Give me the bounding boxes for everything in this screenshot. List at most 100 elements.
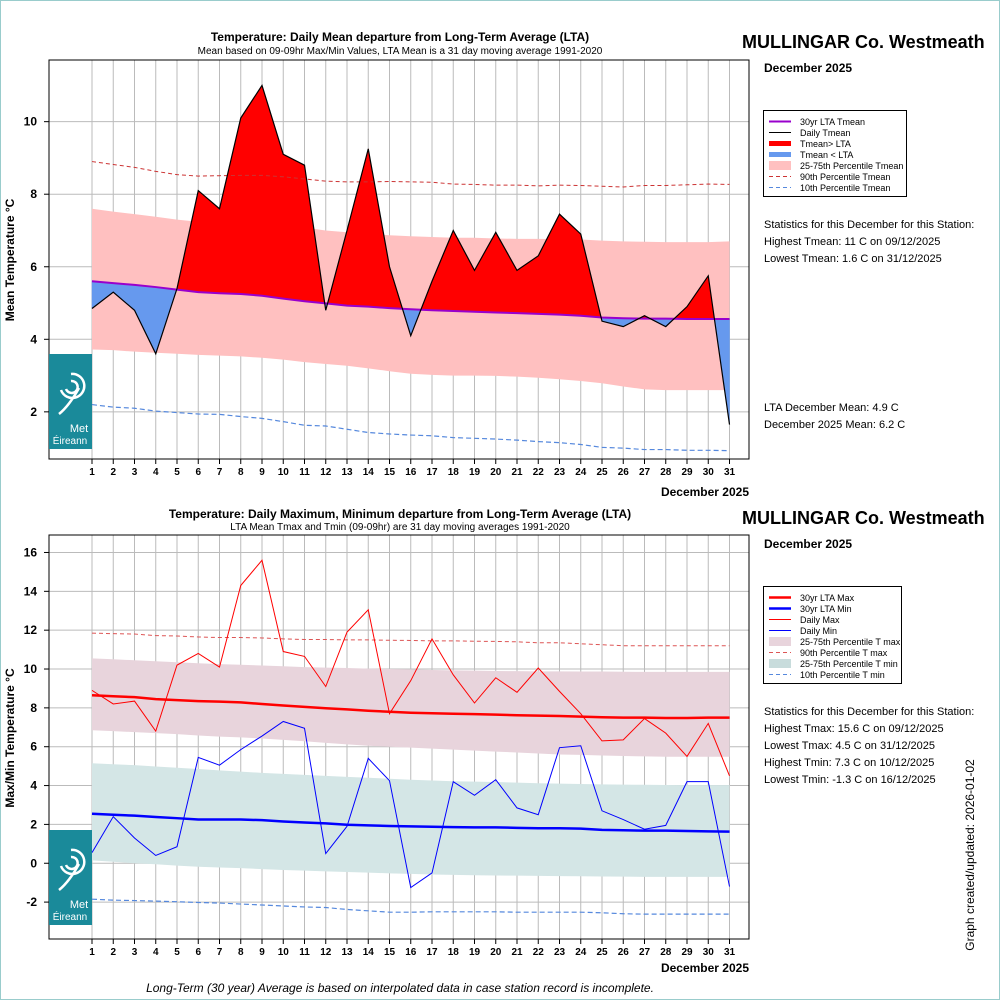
legend-swatch xyxy=(769,669,791,680)
stats-heading: Statistics for this December for this St… xyxy=(764,219,975,231)
x-tick-label: 12 xyxy=(320,467,332,478)
means-block: LTA December Mean: 4.9 C December 2025 M… xyxy=(764,400,905,434)
legend-swatch xyxy=(769,658,791,669)
legend-entry: 10th Percentile T min xyxy=(764,669,901,680)
x-tick-label: 5 xyxy=(174,947,180,958)
x-tick-label: 6 xyxy=(195,467,201,478)
x-tick-label: 4 xyxy=(153,947,159,958)
legend-swatch xyxy=(769,625,791,636)
stats-block: Statistics for this December for this St… xyxy=(764,704,974,789)
legend-entry: Tmean> LTA xyxy=(764,138,906,149)
series-10th-percentile-tmin xyxy=(91,898,730,915)
legend-label: 10th Percentile Tmean xyxy=(800,182,891,193)
plot-border xyxy=(48,534,750,940)
legend-swatch xyxy=(769,160,791,171)
x-tick-label: 1 xyxy=(89,467,95,478)
x-tick-label: 31 xyxy=(724,947,736,958)
y-axis-label: Mean Temperature °C xyxy=(3,198,17,321)
y-tick-label: 10 xyxy=(24,115,38,129)
legend-swatch xyxy=(769,592,791,603)
y-tick-label: 2 xyxy=(30,405,37,419)
series-daily-min xyxy=(91,720,730,889)
x-tick-label: 31 xyxy=(724,467,736,478)
x-tick-label: 18 xyxy=(448,947,460,958)
legend-entry: 30yr LTA Tmean xyxy=(764,116,906,127)
y-tick-label: 4 xyxy=(30,332,37,346)
y-tick-label: 6 xyxy=(30,740,37,754)
y-tick-label: 4 xyxy=(30,779,37,793)
x-tick-label: 2 xyxy=(110,467,116,478)
y-tick-label: 6 xyxy=(30,260,37,274)
x-tick-label: 7 xyxy=(217,947,223,958)
legend-label: Daily Min xyxy=(800,625,838,636)
legend-label: 25-75th Percentile T max xyxy=(800,636,901,647)
x-tick-label: 14 xyxy=(363,947,375,958)
percentile-band-tmin xyxy=(92,763,730,877)
legend-label: 30yr LTA Max xyxy=(800,592,855,603)
series-lta-min xyxy=(91,812,730,833)
series-90th-percentile xyxy=(91,161,730,188)
graph-updated-label: Graph created/updated: 2026-01-02 xyxy=(963,759,977,951)
legend-label: Tmean> LTA xyxy=(800,138,851,149)
logo-text-met: Met xyxy=(70,423,88,435)
series-lta-tmean xyxy=(91,280,730,320)
x-tick-label: 8 xyxy=(238,467,244,478)
x-tick-label: 20 xyxy=(490,467,502,478)
stat-lowest-tmin: Lowest Tmin: -1.3 C on 16/12/2025 xyxy=(764,774,936,786)
met-eireann-logo: Met Éireann xyxy=(49,830,92,925)
chart-subtitle: Mean based on 09-09hr Max/Min Values, LT… xyxy=(198,46,603,57)
x-tick-label: 30 xyxy=(703,467,715,478)
x-tick-label: 2 xyxy=(110,947,116,958)
x-tick-label: 17 xyxy=(426,467,438,478)
legend-entry: Daily Tmean xyxy=(764,127,906,138)
stat-highest-tmin: Highest Tmin: 7.3 C on 10/12/2025 xyxy=(764,757,935,769)
mean-temperature-chart: Temperature: Daily Mean departure from L… xyxy=(3,30,750,499)
y-tick-label: 0 xyxy=(30,856,37,870)
station-name: MULLINGAR Co. Westmeath xyxy=(742,508,985,528)
series-lta-max xyxy=(91,693,730,720)
legend-swatch xyxy=(769,149,791,160)
x-tick-label: 10 xyxy=(278,467,290,478)
y-tick-label: 10 xyxy=(24,662,38,676)
legend-entry: 30yr LTA Min xyxy=(764,603,901,614)
x-tick-label: 11 xyxy=(299,947,310,958)
x-tick-label: 28 xyxy=(660,467,672,478)
legend-entry: Daily Max xyxy=(764,614,901,625)
x-tick-label: 26 xyxy=(618,467,630,478)
legend-entry: 90th Percentile T max xyxy=(764,647,901,658)
y-tick-label: -2 xyxy=(26,895,37,909)
legend-swatch xyxy=(769,138,791,149)
legend-entry: Daily Min xyxy=(764,625,901,636)
chart-subtitle: LTA Mean Tmax and Tmin (09-09hr) are 31 … xyxy=(230,522,570,533)
x-tick-label: 25 xyxy=(596,467,608,478)
x-tick-label: 27 xyxy=(639,947,651,958)
stat-lowest-tmean: Lowest Tmean: 1.6 C on 31/12/2025 xyxy=(764,253,942,265)
x-tick-label: 26 xyxy=(618,947,630,958)
legend-label: 25-75th Percentile Tmean xyxy=(800,160,904,171)
legend-entry: Tmean < LTA xyxy=(764,149,906,160)
footnote: Long-Term (30 year) Average is based on … xyxy=(146,981,654,995)
x-tick-label: 23 xyxy=(554,467,566,478)
x-tick-label: 22 xyxy=(533,467,545,478)
legend-swatch xyxy=(769,116,791,127)
x-tick-label: 24 xyxy=(575,947,587,958)
stat-highest-tmean: Highest Tmean: 11 C on 09/12/2025 xyxy=(764,236,941,248)
legend-swatch xyxy=(769,603,791,614)
station-name: MULLINGAR Co. Westmeath xyxy=(742,32,985,52)
x-tick-label: 30 xyxy=(703,947,715,958)
stats-block: Statistics for this December for this St… xyxy=(764,217,974,268)
percentile-band-tmax xyxy=(92,658,730,757)
x-tick-label: 28 xyxy=(660,947,672,958)
y-tick-label: 8 xyxy=(30,187,37,201)
x-tick-label: 20 xyxy=(490,947,502,958)
lta-december-mean: LTA December Mean: 4.9 C xyxy=(764,402,899,414)
legend-swatch xyxy=(769,647,791,658)
month-label: December 2025 xyxy=(764,61,853,75)
legend-swatch xyxy=(769,182,791,193)
x-tick-label: 29 xyxy=(681,467,693,478)
december-2025-mean: December 2025 Mean: 6.2 C xyxy=(764,419,906,431)
x-tick-label: 16 xyxy=(405,947,417,958)
swirl-icon xyxy=(58,848,86,891)
